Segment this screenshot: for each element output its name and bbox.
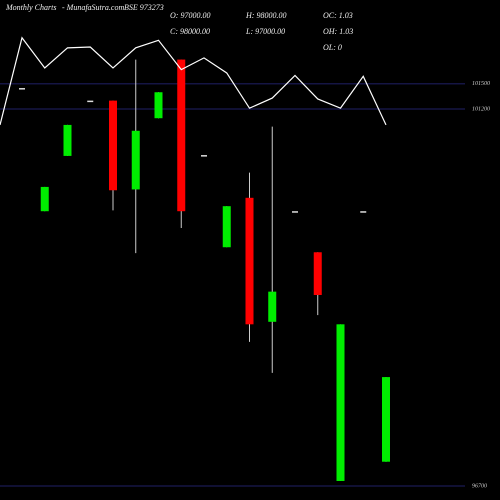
candle-body: [63, 124, 72, 156]
y-tick-label: 101200: [472, 106, 490, 112]
candle-body: [313, 252, 322, 295]
y-tick-label: 101500: [472, 81, 490, 87]
indicator-line: [0, 36, 387, 126]
candle-body: [382, 377, 390, 462]
ohlc-info: O: 97000.00: [170, 11, 210, 20]
candle-body: [245, 197, 254, 325]
y-tick-label: 96700: [472, 483, 487, 489]
ohlc-info: OL: 0: [323, 43, 342, 52]
candle-body: [292, 211, 298, 213]
candle-body: [222, 206, 231, 248]
candle-body: [360, 211, 367, 213]
candle-body: [19, 88, 25, 90]
candle-body: [109, 100, 117, 191]
ohlc-info: L: 97000.00: [245, 27, 285, 36]
symbol: BSE 973273: [124, 3, 164, 12]
site-name: - MunafaSutra.com: [62, 3, 124, 12]
candle-body: [154, 92, 163, 119]
candle-body: [40, 186, 49, 212]
candle-body: [268, 291, 277, 322]
ohlc-info: OH: 1.03: [323, 27, 353, 36]
candle-body: [87, 100, 94, 103]
candle-body: [201, 155, 207, 157]
chart-title: Monthly Charts: [5, 3, 56, 12]
ohlc-info: H: 98000.00: [245, 11, 286, 20]
candle-body: [336, 324, 345, 481]
candle-body: [177, 59, 186, 212]
candle-body: [131, 130, 140, 190]
ohlc-info: C: 98000.00: [170, 27, 210, 36]
ohlc-info: OC: 1.03: [323, 11, 353, 20]
